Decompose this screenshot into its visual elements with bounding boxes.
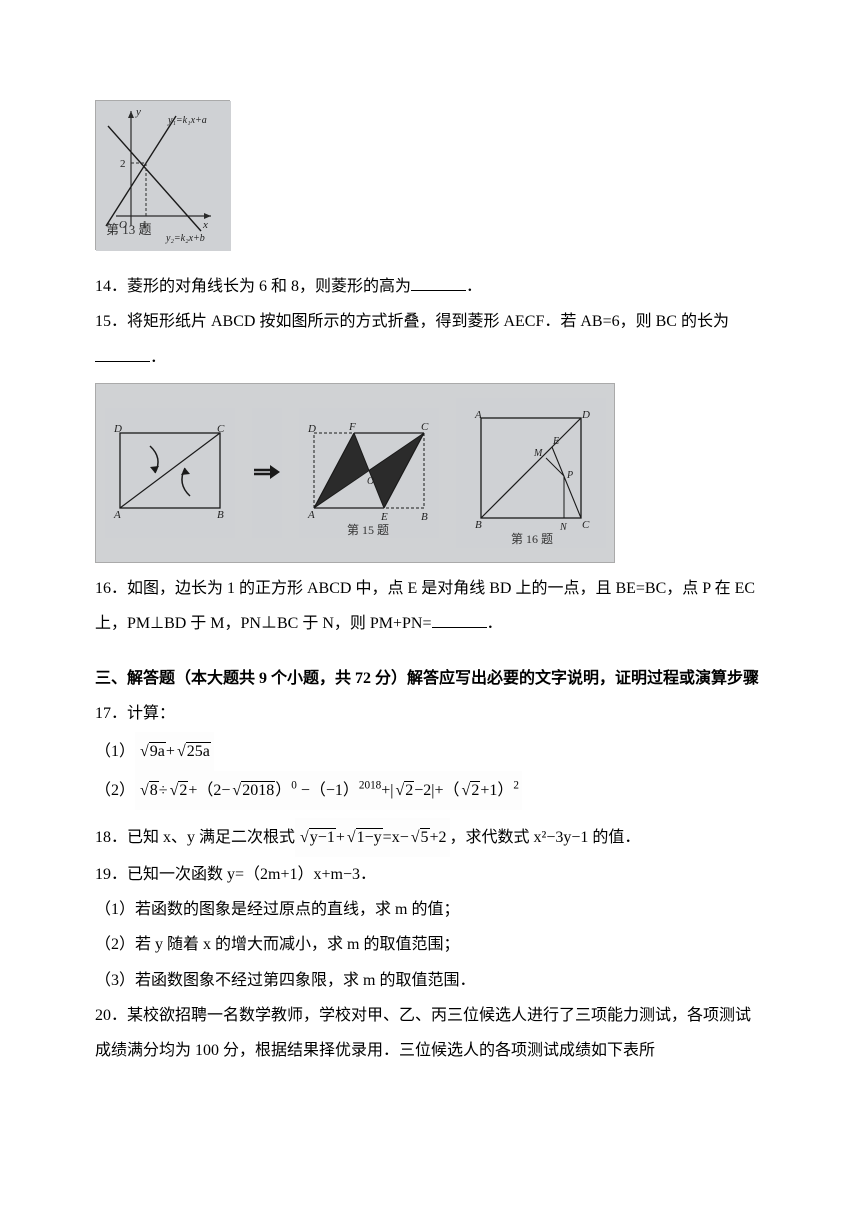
question-16: 16．如图，边长为 1 的正方形 ABCD 中，点 E 是对角线 BD 上的一点… <box>95 571 765 641</box>
svg-text:B: B <box>475 519 482 531</box>
q15-text-a: 15．将矩形纸片 ABCD 按如图所示的方式折叠，得到菱形 AECF．若 AB=… <box>95 313 729 330</box>
q15-text-b: ． <box>150 349 166 366</box>
svg-text:第 16 题: 第 16 题 <box>511 532 553 546</box>
q16-blank <box>432 610 487 628</box>
svg-text:x: x <box>202 219 208 231</box>
question-19-p3: （3）若函数图象不经过第四象限，求 m 的取值范围． <box>95 963 765 998</box>
q18-text-b: ，求代数式 x²−3y−1 的值． <box>450 829 641 846</box>
section-3-title: 三、解答题（本大题共 9 个小题，共 72 分）解答应写出必要的文字说明，证明过… <box>95 670 759 687</box>
svg-text:P: P <box>566 470 573 481</box>
tick-y-2: 2 <box>120 158 126 170</box>
q17-p1-formula: 9a+25a <box>135 732 214 771</box>
svg-text:N: N <box>559 522 568 533</box>
figure-15-arrow <box>252 408 282 538</box>
svg-text:A: A <box>307 509 315 521</box>
q14-text-a: 14．菱形的对角线长为 6 和 8，则菱形的高为 <box>95 278 411 295</box>
figure-15b-svg: A E B D F C O 第 15 题 <box>299 408 439 538</box>
svg-text:M: M <box>533 448 543 459</box>
q16-text-a: 16．如图，边长为 1 的正方形 ABCD 中，点 E 是对角线 BD 上的一点… <box>95 580 755 632</box>
q16-text-b: ． <box>487 615 503 632</box>
question-17-part1: （1）9a+25a <box>95 732 765 771</box>
svg-text:D: D <box>581 409 590 421</box>
svg-text:E: E <box>380 511 388 523</box>
q17-p2-formula: 8÷2+（2−2018）0 −（−1）2018+|2−2|+（2+1）2 <box>135 771 522 810</box>
figure-15a-svg: A B C D <box>105 408 235 538</box>
q14-text-b: ． <box>466 278 482 295</box>
svg-text:A: A <box>113 509 121 521</box>
question-20: 20．某校欲招聘一名数学教师，学校对甲、乙、丙三位候选人进行了三项能力测试，各项… <box>95 998 765 1068</box>
svg-text:A: A <box>474 409 482 421</box>
svg-text:O: O <box>367 476 374 487</box>
figure-16-svg: A D B C E M P N 第 16 题 <box>456 398 606 548</box>
svg-text:F: F <box>348 421 356 433</box>
svg-text:D: D <box>307 423 316 435</box>
svg-text:D: D <box>113 423 122 435</box>
figure-13: 1 2 O x y y₁=k₁x+a y₂=k₂x+b 第 13 题 <box>95 100 230 250</box>
q15-blank <box>95 344 150 362</box>
question-17-intro: 17．计算： <box>95 696 765 731</box>
svg-text:B: B <box>421 511 428 523</box>
question-14: 14．菱形的对角线长为 6 和 8，则菱形的高为 ． <box>95 269 765 304</box>
question-18: 18．已知 x、y 满足二次根式y−1+1−y=x−5+2，求代数式 x²−3y… <box>95 818 765 857</box>
question-19-intro: 19．已知一次函数 y=（2m+1）x+m−3． <box>95 857 765 892</box>
svg-text:第 15 题: 第 15 题 <box>347 523 389 537</box>
section-3-heading: 三、解答题（本大题共 9 个小题，共 72 分）解答应写出必要的文字说明，证明过… <box>95 661 765 696</box>
question-19-p2: （2）若 y 随着 x 的增大而减小，求 m 的取值范围； <box>95 927 765 962</box>
q18-formula: y−1+1−y=x−5+2 <box>295 818 450 857</box>
figure-13-caption: 第 13 题 <box>106 216 152 245</box>
svg-text:E: E <box>552 436 559 447</box>
svg-text:C: C <box>217 423 225 435</box>
question-19-p1: （1）若函数的图象是经过原点的直线，求 m 的值； <box>95 892 765 927</box>
question-17-part2: （2）8÷2+（2−2018）0 −（−1）2018+|2−2|+（2+1）2 <box>95 771 765 810</box>
svg-text:B: B <box>217 509 224 521</box>
svg-text:y₁=k₁x+a: y₁=k₁x+a <box>167 115 207 126</box>
svg-text:y₂=k₂x+b: y₂=k₂x+b <box>165 233 205 244</box>
svg-text:C: C <box>582 519 590 531</box>
question-15: 15．将矩形纸片 ABCD 按如图所示的方式折叠，得到菱形 AECF．若 AB=… <box>95 304 765 374</box>
svg-text:y: y <box>135 106 141 118</box>
figure-15-16-box: A B C D A E B D F C O 第 15 题 <box>95 383 615 563</box>
q17-p2-prefix: （2） <box>95 782 135 799</box>
q14-blank <box>411 274 466 292</box>
q17-p1-prefix: （1） <box>95 743 135 760</box>
svg-text:C: C <box>421 421 429 433</box>
q18-text-a: 18．已知 x、y 满足二次根式 <box>95 829 295 846</box>
